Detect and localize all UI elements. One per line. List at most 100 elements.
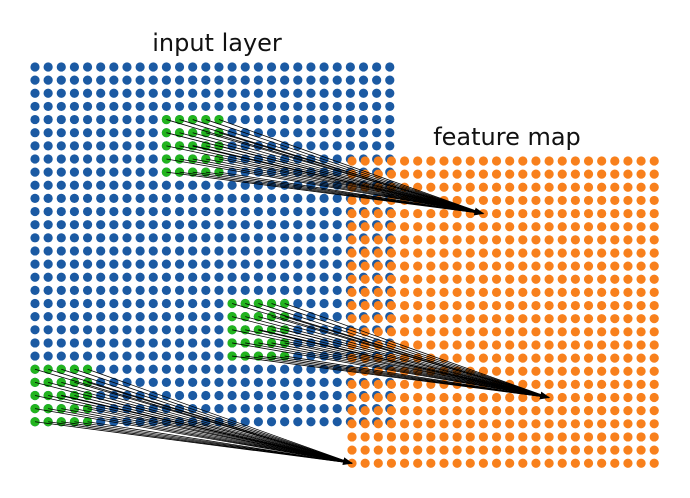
input-neuron bbox=[56, 128, 66, 138]
input-neuron bbox=[319, 285, 329, 295]
feature-neuron bbox=[399, 261, 410, 271]
input-neuron bbox=[214, 259, 224, 269]
input-neuron bbox=[161, 285, 171, 295]
input-neuron bbox=[188, 246, 198, 256]
input-neuron bbox=[319, 259, 329, 269]
input-neuron bbox=[293, 285, 303, 295]
input-neuron bbox=[56, 285, 66, 295]
input-neuron bbox=[240, 167, 250, 177]
input-neuron bbox=[214, 390, 224, 401]
feature-neuron bbox=[373, 300, 383, 311]
input-neuron bbox=[109, 325, 119, 335]
feature-neuron bbox=[465, 419, 475, 429]
receptive-field-top-connection bbox=[205, 119, 484, 214]
feature-neuron bbox=[465, 235, 475, 245]
feature-neuron bbox=[649, 274, 659, 284]
receptive-field-bottom-connection bbox=[87, 408, 353, 464]
input-neuron bbox=[82, 220, 93, 230]
input-neuron bbox=[214, 206, 224, 217]
input-neuron bbox=[96, 351, 106, 361]
feature-neuron bbox=[399, 208, 410, 219]
input-neuron bbox=[253, 88, 263, 98]
feature-neuron bbox=[610, 248, 620, 258]
feature-neuron bbox=[557, 379, 567, 389]
input-neuron bbox=[135, 206, 145, 217]
feature-neuron bbox=[544, 445, 554, 455]
feature-neuron bbox=[360, 419, 370, 429]
feature-neuron bbox=[557, 208, 567, 219]
feature-neuron bbox=[347, 432, 357, 442]
input-neuron bbox=[161, 75, 171, 85]
feature-neuron bbox=[544, 208, 554, 219]
input-neuron bbox=[135, 154, 145, 164]
feature-neuron bbox=[505, 208, 515, 219]
feature-neuron bbox=[347, 222, 357, 232]
input-neuron bbox=[161, 246, 171, 256]
input-neuron bbox=[201, 285, 211, 295]
input-neuron bbox=[266, 75, 277, 85]
feature-neuron bbox=[610, 432, 620, 442]
receptive-field-top-connection bbox=[218, 145, 484, 214]
input-neuron bbox=[109, 75, 119, 85]
input-neuron bbox=[319, 75, 329, 85]
feature-neuron bbox=[505, 366, 515, 376]
feature-neuron bbox=[439, 182, 449, 192]
feature-neuron bbox=[649, 235, 659, 245]
feature-neuron bbox=[413, 406, 423, 416]
feature-neuron bbox=[649, 458, 659, 468]
input-neuron bbox=[135, 193, 145, 203]
input-neuron bbox=[82, 62, 93, 72]
feature-neuron bbox=[465, 274, 475, 284]
input-neuron bbox=[96, 233, 106, 243]
input-neuron bbox=[30, 75, 40, 85]
input-neuron bbox=[148, 246, 158, 256]
feature-neuron bbox=[347, 392, 357, 403]
input-neuron bbox=[201, 206, 211, 217]
receptive-field-top-connection bbox=[192, 119, 484, 214]
input-neuron bbox=[56, 114, 66, 125]
feature-neuron bbox=[518, 379, 528, 389]
feature-neuron bbox=[557, 432, 567, 442]
receptive-neuron bbox=[188, 128, 198, 138]
feature-neuron bbox=[531, 287, 541, 297]
input-neuron bbox=[30, 338, 40, 348]
receptive-field-middle-connection bbox=[284, 355, 550, 398]
feature-neuron bbox=[531, 261, 541, 271]
input-layer-label: input layer bbox=[152, 29, 282, 57]
input-neuron bbox=[148, 206, 158, 217]
input-neuron bbox=[96, 114, 106, 125]
feature-neuron bbox=[544, 169, 554, 179]
input-neuron bbox=[240, 193, 250, 203]
input-neuron bbox=[266, 101, 277, 112]
input-neuron bbox=[161, 364, 171, 374]
input-neuron bbox=[332, 390, 342, 401]
feature-neuron bbox=[478, 182, 488, 192]
feature-neuron bbox=[426, 340, 436, 350]
feature-neuron bbox=[360, 261, 370, 271]
input-neuron bbox=[148, 154, 158, 164]
feature-neuron bbox=[505, 314, 515, 324]
input-neuron bbox=[161, 312, 171, 322]
input-neuron bbox=[174, 272, 185, 282]
input-neuron bbox=[148, 259, 158, 269]
input-neuron bbox=[319, 62, 329, 72]
input-neuron bbox=[266, 364, 277, 374]
feature-neuron bbox=[426, 222, 436, 232]
feature-neuron bbox=[570, 392, 580, 403]
input-neuron bbox=[109, 338, 119, 348]
input-neuron bbox=[148, 233, 158, 243]
input-neuron bbox=[319, 312, 329, 322]
input-neuron bbox=[188, 62, 198, 72]
feature-neuron bbox=[452, 406, 462, 416]
feature-neuron bbox=[636, 327, 646, 337]
input-neuron bbox=[109, 88, 119, 98]
feature-neuron bbox=[399, 156, 410, 166]
input-neuron bbox=[227, 377, 237, 387]
feature-neuron bbox=[386, 261, 397, 271]
receptive-field-top-connection bbox=[179, 132, 484, 214]
input-neuron bbox=[306, 62, 316, 72]
feature-neuron bbox=[636, 261, 646, 271]
feature-neuron bbox=[399, 458, 410, 468]
receptive-field-bottom-connection bbox=[87, 395, 353, 464]
input-neuron bbox=[332, 206, 342, 217]
